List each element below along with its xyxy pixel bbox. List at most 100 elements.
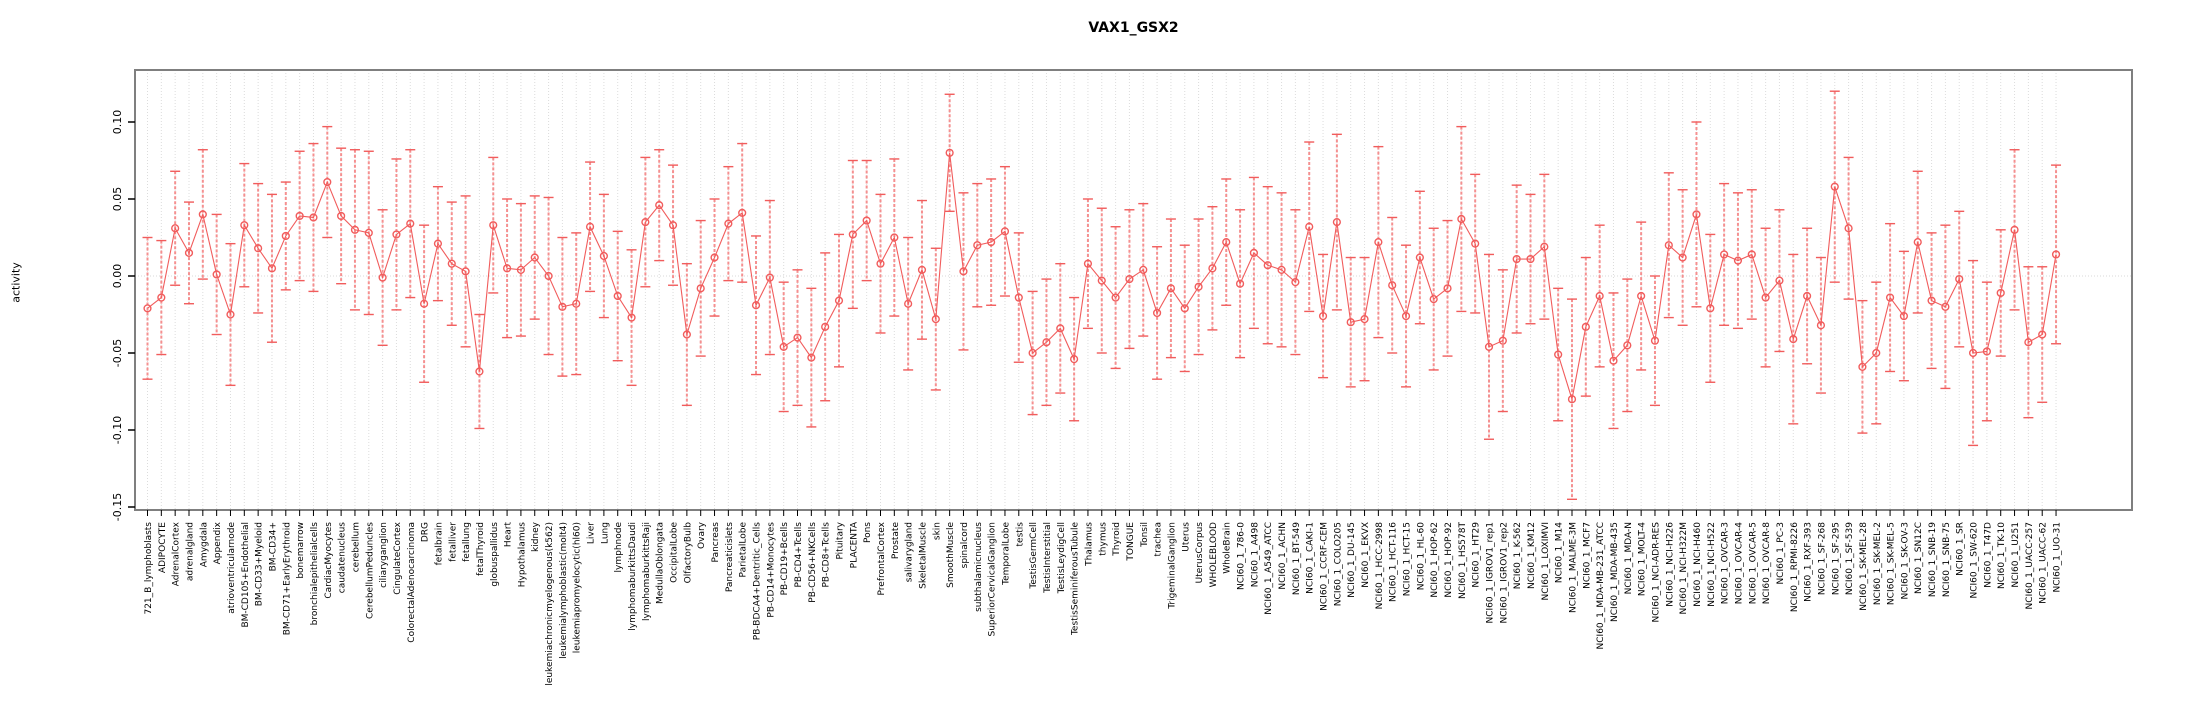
x-category-label: NCI60_1_HT29 xyxy=(1472,522,1482,588)
data-point xyxy=(1872,348,1881,358)
data-point xyxy=(475,367,484,376)
x-category-label: PB-CD56+NKCells xyxy=(808,522,818,603)
y-tick-label: -0.10 xyxy=(111,416,124,444)
x-category-label: TestisLeydigCell xyxy=(1057,522,1067,594)
data-point xyxy=(1512,254,1521,264)
x-category-label: Thyroid xyxy=(1112,522,1122,557)
x-category-label: NCI60_1_SK-MEL-28 xyxy=(1859,522,1869,611)
data-point xyxy=(779,342,788,351)
data-point xyxy=(585,222,595,231)
data-point xyxy=(821,322,830,331)
x-category-label: PrefrontalCortex xyxy=(877,521,887,595)
x-category-label: Uterus xyxy=(1181,522,1191,552)
data-point xyxy=(834,296,844,305)
x-category-label: leukemiachronicmyelogenous(k562) xyxy=(545,522,555,686)
x-category-label: NCI60_1_SNB-19 xyxy=(1928,522,1938,597)
x-category-label: WholeBrain xyxy=(1223,522,1233,574)
data-point xyxy=(1194,282,1203,291)
data-point xyxy=(1733,256,1743,265)
x-category-label: NCI60_1_SW-620 xyxy=(1970,522,1980,599)
data-point xyxy=(516,265,526,274)
data-point xyxy=(696,284,705,293)
x-category-label: fetalThyroid xyxy=(476,522,486,576)
x-category-label: NCI60_1_SR xyxy=(1956,522,1966,576)
data-point xyxy=(2024,338,2033,347)
x-category-label: NCI60_1_SF-268 xyxy=(1817,522,1827,595)
data-point xyxy=(1000,227,1010,236)
x-category-label: BM-CD105+Endothelial xyxy=(241,522,251,628)
x-category-label: NCI60_1_SNB-75 xyxy=(1942,522,1952,597)
x-category-label: NCI60_1_CAKI-1 xyxy=(1306,522,1316,594)
x-category-label: NCI60_1_SK-MEL-5 xyxy=(1887,522,1897,605)
data-point xyxy=(184,248,194,258)
data-point xyxy=(364,228,373,237)
data-point xyxy=(254,244,263,253)
data-point xyxy=(1249,248,1259,258)
y-tick-label: 0.10 xyxy=(111,110,124,135)
data-point xyxy=(1637,291,1646,301)
x-category-label: AdrenalCortex xyxy=(172,521,182,586)
data-point xyxy=(1747,250,1756,259)
x-category-label: testis xyxy=(1015,522,1025,547)
data-point xyxy=(1484,342,1494,351)
x-category-label: TestisInterstitial xyxy=(1043,522,1053,594)
data-point xyxy=(890,233,899,242)
data-point xyxy=(1152,308,1162,318)
x-category-label: cerebellum xyxy=(351,522,361,572)
x-category-label: NCI60_1_HCT-116 xyxy=(1389,522,1399,602)
x-category-label: lymphnode xyxy=(614,522,624,573)
x-category-label: NCI60_1_OVCAR-5 xyxy=(1748,522,1758,604)
data-point xyxy=(489,221,498,230)
data-point xyxy=(392,230,401,239)
data-point xyxy=(309,213,318,222)
data-point xyxy=(1208,264,1217,273)
data-point xyxy=(1789,335,1798,344)
x-category-label: BM-CD33+Myeloid xyxy=(255,522,265,606)
x-category-label: BM-CD34+ xyxy=(268,522,278,571)
x-category-label: Liver xyxy=(587,522,597,544)
x-category-label: NCI60_1_PC-3 xyxy=(1776,522,1786,585)
x-category-label: PB-CD14+Monocytes xyxy=(766,522,776,618)
data-point xyxy=(1415,253,1424,262)
x-category-label: subthalamicnucleus xyxy=(974,522,984,612)
data-point xyxy=(1388,281,1397,290)
data-point xyxy=(240,221,249,230)
data-point xyxy=(807,353,816,362)
x-category-label: Lung xyxy=(600,522,610,544)
x-category-label: TemporalLobe xyxy=(1001,522,1011,586)
data-point xyxy=(1581,322,1590,331)
x-category-label: fetallung xyxy=(462,522,472,562)
x-category-label: NCI60_1_SK-MEL-2 xyxy=(1873,522,1883,605)
x-category-label: NCI60_1_K-562 xyxy=(1513,522,1523,589)
data-point xyxy=(1498,336,1507,345)
x-category-label: skin xyxy=(932,522,942,540)
x-category-label: NCI60_1_A498 xyxy=(1250,522,1260,587)
data-point xyxy=(1761,293,1770,302)
x-category-label: NCI60_1_TK-10 xyxy=(1997,522,2007,589)
chart-title: VAX1_GSX2 xyxy=(1088,20,1179,36)
x-category-label: NCI60_1_BT-549 xyxy=(1292,522,1302,595)
data-point xyxy=(765,273,774,282)
data-point xyxy=(1567,395,1577,404)
x-category-label: NCI60_1_NCI-H460 xyxy=(1693,522,1703,607)
data-point xyxy=(1678,253,1687,262)
data-point xyxy=(1955,274,1964,284)
x-category-label: NCI60_1_IGROV1_rep2 xyxy=(1499,522,1509,624)
data-point xyxy=(751,301,761,310)
data-point xyxy=(599,251,608,261)
data-point xyxy=(1097,276,1106,285)
data-point xyxy=(641,218,650,227)
data-point xyxy=(724,219,733,228)
x-category-label: Pancreas xyxy=(711,522,721,563)
data-point xyxy=(2038,330,2047,339)
x-category-label: TONGUE xyxy=(1126,522,1136,562)
x-category-label: NCI60_1_MDA-N xyxy=(1624,522,1634,594)
data-point xyxy=(1885,293,1895,302)
data-point xyxy=(973,241,982,250)
x-category-label: fetalbrain xyxy=(434,522,444,565)
data-point xyxy=(530,253,539,262)
x-category-label: TrigeminalGanglion xyxy=(1167,522,1177,610)
data-point xyxy=(1941,302,1950,311)
data-point xyxy=(655,201,664,210)
data-point xyxy=(2051,250,2061,259)
